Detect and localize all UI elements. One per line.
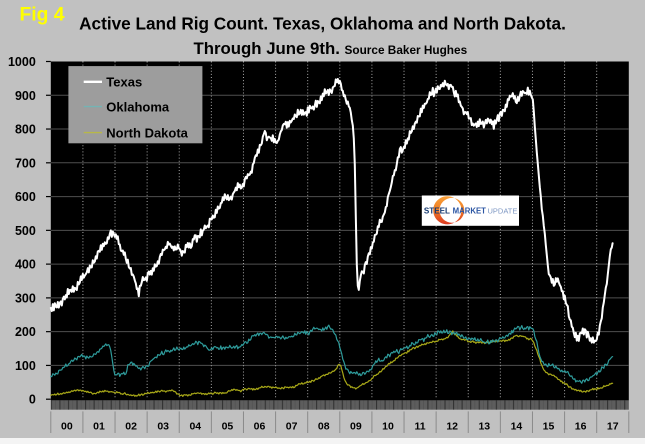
svg-text:14: 14: [511, 421, 523, 433]
svg-text:12: 12: [446, 421, 458, 433]
svg-text:03: 03: [157, 421, 169, 433]
svg-text:Through June 9th. Source Baker: Through June 9th. Source Baker Hughes: [194, 39, 468, 58]
svg-text:600: 600: [15, 190, 36, 204]
svg-text:STEEL: STEEL: [424, 206, 450, 215]
svg-text:Texas: Texas: [106, 75, 142, 90]
svg-text:04: 04: [189, 421, 201, 433]
svg-text:05: 05: [222, 421, 234, 433]
svg-text:10: 10: [382, 421, 394, 433]
svg-text:02: 02: [125, 421, 137, 433]
svg-text:500: 500: [15, 224, 36, 238]
svg-text:11: 11: [415, 421, 426, 433]
svg-text:08: 08: [318, 421, 330, 433]
svg-text:UPDATE: UPDATE: [488, 206, 518, 215]
svg-text:100: 100: [15, 359, 36, 373]
svg-text:Oklahoma: Oklahoma: [106, 100, 170, 115]
svg-text:09: 09: [350, 421, 362, 433]
svg-text:300: 300: [15, 291, 36, 305]
svg-text:16: 16: [575, 421, 587, 433]
svg-text:1000: 1000: [8, 55, 36, 69]
svg-text:13: 13: [478, 421, 490, 433]
svg-text:200: 200: [15, 325, 36, 339]
svg-text:06: 06: [254, 421, 266, 433]
svg-text:15: 15: [543, 421, 555, 433]
svg-text:MARKET: MARKET: [453, 206, 487, 215]
svg-text:700: 700: [15, 156, 36, 170]
svg-text:Active Land Rig Count. Texas,: Active Land Rig Count. Texas, Oklahoma a…: [79, 13, 566, 33]
svg-text:17: 17: [607, 421, 619, 433]
svg-text:800: 800: [15, 123, 36, 137]
svg-text:0: 0: [29, 393, 36, 407]
svg-text:00: 00: [61, 421, 73, 433]
svg-text:01: 01: [93, 421, 105, 433]
svg-text:400: 400: [15, 258, 36, 272]
svg-text:Fig 4: Fig 4: [20, 5, 65, 26]
svg-text:900: 900: [15, 89, 36, 103]
svg-text:North Dakota: North Dakota: [106, 126, 188, 141]
svg-text:07: 07: [286, 421, 298, 433]
